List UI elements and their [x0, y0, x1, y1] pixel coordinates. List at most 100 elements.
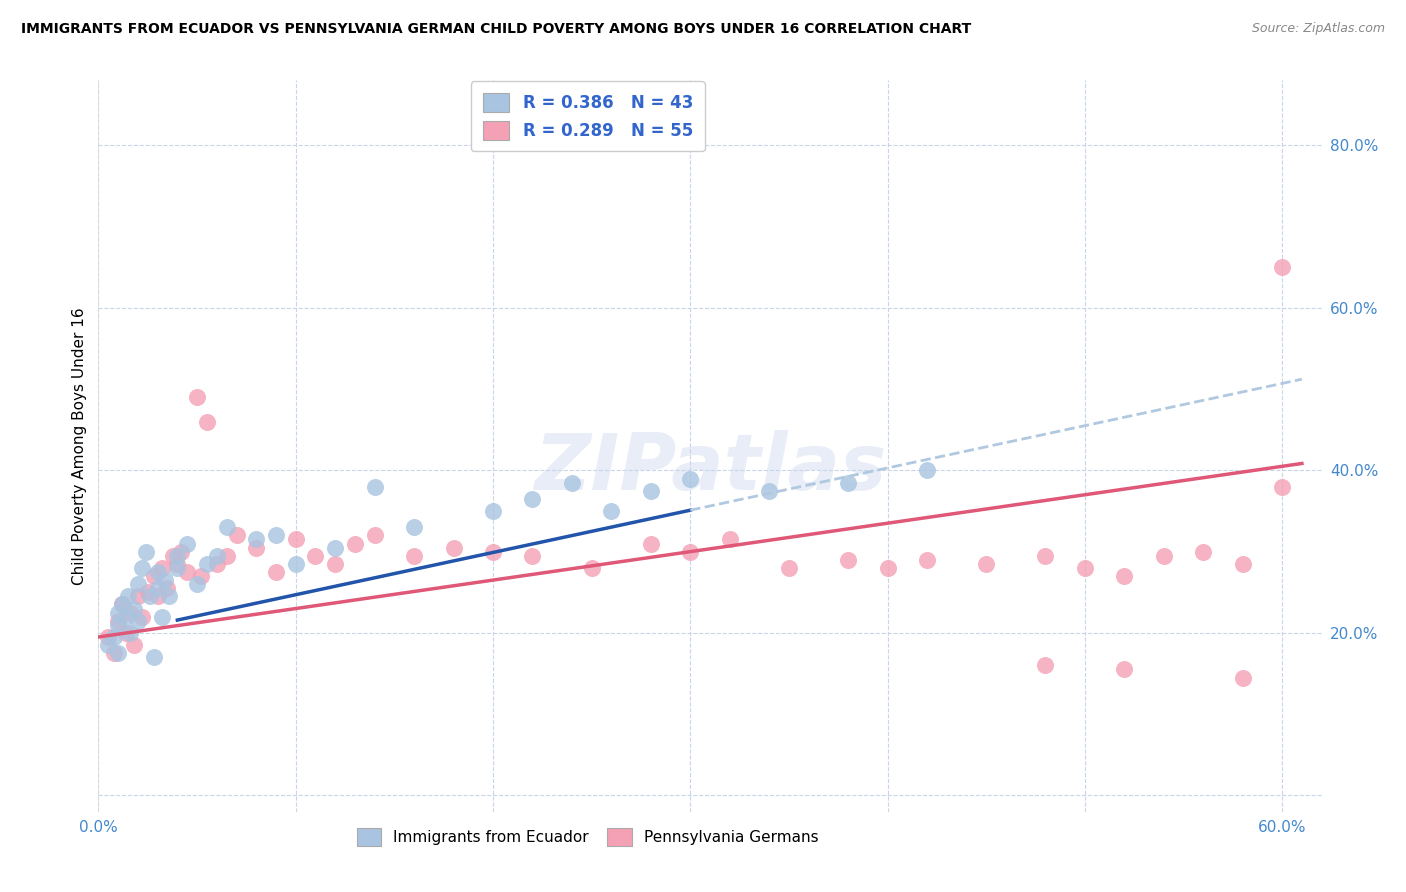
- Point: [138, 590, 160, 604]
- Point: [1114, 663, 1136, 677]
- Point: [115, 626, 138, 640]
- Point: [111, 598, 134, 612]
- Point: [186, 577, 208, 591]
- Point: [284, 533, 307, 547]
- Point: [127, 577, 149, 591]
- Point: [758, 483, 780, 498]
- Point: [264, 565, 287, 579]
- Point: [107, 614, 129, 628]
- Point: [1271, 260, 1294, 275]
- Point: [1074, 561, 1097, 575]
- Point: [245, 541, 267, 555]
- Point: [215, 520, 238, 534]
- Point: [195, 415, 218, 429]
- Point: [215, 549, 238, 563]
- Point: [150, 561, 173, 575]
- Point: [118, 626, 141, 640]
- Legend: Immigrants from Ecuador, Pennsylvania Germans: Immigrants from Ecuador, Pennsylvania Ge…: [350, 822, 825, 852]
- Point: [225, 528, 247, 542]
- Point: [142, 650, 165, 665]
- Point: [176, 536, 198, 550]
- Point: [778, 561, 800, 575]
- Point: [561, 475, 583, 490]
- Point: [443, 541, 465, 555]
- Point: [1153, 549, 1175, 563]
- Point: [107, 646, 129, 660]
- Point: [837, 475, 859, 490]
- Point: [195, 557, 218, 571]
- Point: [136, 585, 159, 599]
- Point: [122, 638, 145, 652]
- Point: [146, 565, 169, 579]
- Point: [131, 561, 153, 575]
- Point: [97, 638, 120, 652]
- Point: [127, 614, 149, 628]
- Point: [122, 601, 145, 615]
- Point: [522, 491, 544, 506]
- Point: [640, 536, 662, 550]
- Point: [363, 480, 385, 494]
- Point: [837, 553, 859, 567]
- Point: [915, 553, 938, 567]
- Point: [581, 561, 603, 575]
- Point: [146, 590, 169, 604]
- Point: [170, 544, 193, 558]
- Point: [404, 520, 426, 534]
- Point: [103, 646, 125, 660]
- Point: [363, 528, 385, 542]
- Point: [146, 581, 169, 595]
- Point: [1192, 544, 1215, 558]
- Point: [640, 483, 662, 498]
- Point: [205, 557, 228, 571]
- Point: [118, 606, 141, 620]
- Point: [150, 609, 173, 624]
- Point: [679, 471, 702, 485]
- Point: [162, 549, 184, 563]
- Point: [155, 573, 177, 587]
- Point: [1271, 480, 1294, 494]
- Point: [103, 630, 125, 644]
- Point: [482, 504, 505, 518]
- Text: ZIPatlas: ZIPatlas: [534, 430, 886, 506]
- Point: [176, 565, 198, 579]
- Point: [1114, 569, 1136, 583]
- Point: [600, 504, 623, 518]
- Point: [97, 630, 120, 644]
- Point: [876, 561, 898, 575]
- Point: [159, 590, 181, 604]
- Point: [1232, 557, 1254, 571]
- Point: [115, 609, 138, 624]
- Point: [679, 544, 702, 558]
- Point: [127, 590, 149, 604]
- Point: [166, 549, 188, 563]
- Point: [135, 544, 157, 558]
- Point: [117, 590, 139, 604]
- Point: [915, 463, 938, 477]
- Point: [974, 557, 997, 571]
- Point: [323, 541, 346, 555]
- Point: [142, 569, 165, 583]
- Point: [156, 581, 179, 595]
- Point: [245, 533, 267, 547]
- Point: [718, 533, 741, 547]
- Text: IMMIGRANTS FROM ECUADOR VS PENNSYLVANIA GERMAN CHILD POVERTY AMONG BOYS UNDER 16: IMMIGRANTS FROM ECUADOR VS PENNSYLVANIA …: [21, 22, 972, 37]
- Point: [1035, 658, 1057, 673]
- Point: [264, 528, 287, 542]
- Point: [190, 569, 212, 583]
- Point: [304, 549, 326, 563]
- Point: [166, 561, 188, 575]
- Point: [323, 557, 346, 571]
- Point: [186, 390, 208, 404]
- Y-axis label: Child Poverty Among Boys Under 16: Child Poverty Among Boys Under 16: [72, 307, 87, 585]
- Point: [107, 617, 129, 632]
- Point: [522, 549, 544, 563]
- Point: [404, 549, 426, 563]
- Point: [343, 536, 366, 550]
- Point: [1035, 549, 1057, 563]
- Point: [111, 598, 134, 612]
- Point: [482, 544, 505, 558]
- Point: [107, 606, 129, 620]
- Point: [1232, 671, 1254, 685]
- Point: [284, 557, 307, 571]
- Text: Source: ZipAtlas.com: Source: ZipAtlas.com: [1251, 22, 1385, 36]
